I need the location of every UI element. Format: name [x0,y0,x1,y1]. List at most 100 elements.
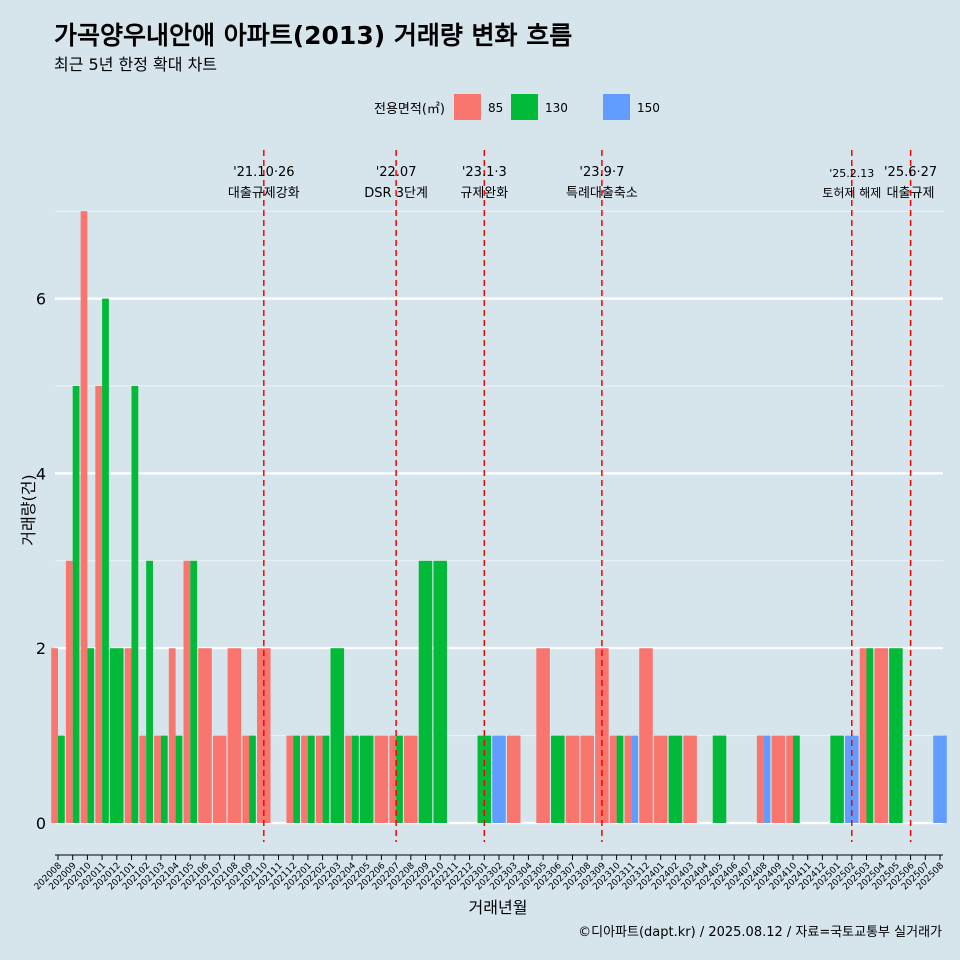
bar-202103-130 [160,735,168,823]
bar-202310-130 [616,735,624,823]
bar-202408-85 [756,735,764,823]
event-label-202502: 토허제 해제 [822,186,881,200]
bar-202508-150 [933,735,947,823]
bar-202405-130 [712,735,727,823]
bar-202201-85 [301,735,308,823]
gridlines [55,210,943,825]
bar-202011-130 [102,298,109,824]
bar-202010-85 [80,211,88,823]
bar-202104-130 [175,735,183,823]
x-axis-title: 거래년월 [469,898,528,917]
legend-key-85 [454,94,481,120]
bar-202203-130 [330,648,345,823]
bar-202307-85 [565,735,580,823]
legend: 전용면적(㎡) 85 130 150 [374,94,660,120]
y-tick-label: 0 [36,814,46,833]
bar-202501-130 [830,735,844,823]
event-label-202309: 특례대출축소 [566,186,638,201]
bar-202011-85 [95,386,103,823]
bar-202201-130 [307,735,315,823]
bar-202105-130 [190,560,198,823]
x-axis: 2020082020092020102020112020122021012021… [33,854,946,892]
bar-202109-85 [242,735,250,823]
bar-202208-85 [404,735,418,823]
bar-202311-85 [624,735,632,823]
bar-202102-85 [139,735,147,823]
bar-202109-130 [249,735,256,823]
bar-202410-85 [786,735,793,823]
bar-202403-85 [683,735,697,823]
legend-key-130 [511,94,538,120]
event-date-202301: '23.1·3 [462,165,507,180]
bar-202503-85 [859,648,867,823]
event-date-202309: '23.9·7 [579,165,624,180]
y-tick-label: 6 [36,290,46,309]
event-date-202502: '25.2.13 [829,167,874,180]
event-label-202301: 규제완화 [460,186,508,201]
bar-202402-130 [668,735,683,823]
bar-202205-130 [359,735,374,823]
legend-label-85: 85 [488,101,503,115]
bar-202112-85 [286,735,294,823]
bar-202202-85 [315,735,323,823]
bar-202504-85 [874,648,888,823]
chart-caption: ©디아파트(dapt.kr) / 2025.08.12 / 자료=국토교통부 실… [578,925,942,940]
y-tick-label: 2 [36,639,46,658]
bar-202503-130 [866,648,874,823]
event-date-202207: '22.07 [376,165,417,180]
bar-202209-130 [418,560,433,823]
bar-202410-130 [793,735,800,823]
bar-202303-85 [506,735,521,823]
event-date-202110: '21.10·26 [233,165,294,180]
event-label-202110: 대출규제강화 [228,186,300,201]
bar-202101-85 [124,648,132,823]
bar-202409-85 [771,735,786,823]
bar-202009-130 [72,386,80,823]
bar-202112-130 [293,735,300,823]
bar-202204-130 [352,735,359,823]
legend-title: 전용면적(㎡) [374,102,445,117]
y-axis: 0 2 4 6 [36,290,46,833]
bar-202301-130 [477,735,492,823]
legend-label-130: 130 [545,101,568,115]
bar-202105-85 [183,560,191,823]
bar-202408-150 [763,735,771,823]
bar-202308-85 [580,735,594,823]
bar-202310-85 [609,735,617,823]
bar-202502-150 [845,735,859,823]
bar-202106-85 [198,648,212,823]
bar-202505-130 [889,648,903,823]
bar-202008-85 [51,648,58,823]
bar-202210-130 [433,560,447,823]
bar-202009-85 [65,560,73,823]
event-label-202506: 대출규제 [887,186,935,201]
bar-202207-85 [389,735,397,823]
chart-subtitle: 최근 5년 한정 확대 차트 [54,55,217,74]
bar-202204-85 [345,735,352,823]
bar-202306-130 [551,735,565,823]
y-tick-label: 4 [36,464,46,483]
event-label-202207: DSR 3단계 [364,186,428,201]
bar-202103-85 [154,735,161,823]
bars [51,211,947,824]
bar-202010-130 [87,648,95,823]
bar-202207-130 [396,735,403,823]
event-markers: '21.10·26 대출규제강화 '22.07 DSR 3단계 '23.1·3 규제완화 '… [228,150,937,842]
bar-202102-130 [146,560,153,823]
legend-label-150: 150 [637,101,660,115]
bar-202101-130 [131,386,139,823]
bar-202401-85 [653,735,668,823]
bar-202104-85 [168,648,176,823]
bar-202108-85 [227,648,242,823]
bar-202202-130 [322,735,330,823]
legend-key-150 [603,94,630,120]
bar-202206-85 [374,735,389,823]
bar-202312-85 [639,648,653,823]
bar-202008-130 [58,735,65,823]
y-axis-title: 거래량(건) [19,474,38,545]
bar-202012-130 [110,648,124,823]
bar-202107-85 [212,735,227,823]
chart-title: 가곡양우내안애 아파트(2013) 거래량 변화 흐름 [54,21,572,50]
